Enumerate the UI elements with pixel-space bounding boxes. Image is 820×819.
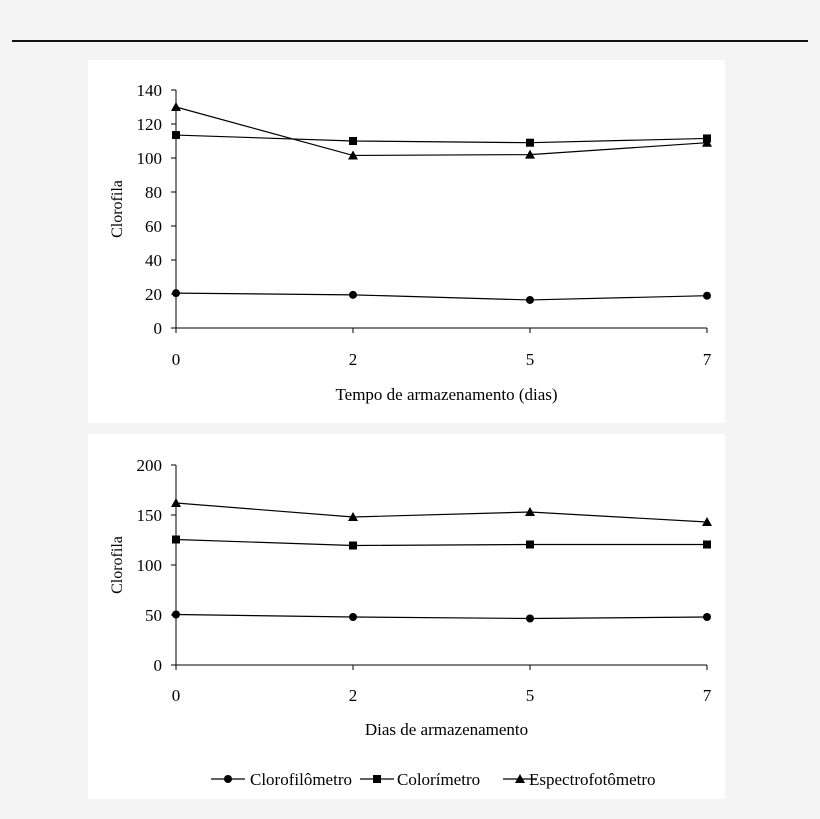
data-point-triangle — [348, 150, 358, 160]
chart-clorofila-tempo: 0 20 40 60 80 100 120 140 0 2 5 7 Tempo de armazenam… — [109, 81, 712, 404]
x-tick-label: 5 — [526, 350, 535, 369]
data-point-square — [703, 540, 711, 549]
x-tick-label: 0 — [172, 350, 181, 369]
y-axis-title: Clorofila — [109, 180, 126, 238]
y-tick-label: 50 — [145, 606, 162, 625]
y-tick-label: 80 — [145, 183, 162, 202]
data-point-square — [172, 535, 180, 544]
data-point-square — [349, 137, 357, 145]
series-line-triangle — [175, 502, 708, 523]
legend-label: Colorímetro — [397, 770, 480, 789]
data-point-triangle — [702, 137, 712, 147]
x-tick-label: 7 — [703, 350, 712, 369]
legend-marker-triangle — [515, 774, 525, 783]
data-point-triangle — [702, 517, 712, 526]
x-axis-title: Tempo de armazenamento (dias) — [335, 385, 557, 404]
top-horizontal-rule — [12, 40, 808, 42]
data-point-triangle — [171, 498, 181, 507]
data-point-circle — [526, 614, 534, 623]
data-point-circle — [703, 291, 711, 300]
y-tick-label: 40 — [145, 251, 162, 270]
data-point-circle — [703, 613, 711, 621]
legend-label: Clorofilômetro — [250, 770, 352, 789]
y-tick-label: 100 — [137, 149, 163, 168]
x-tick-label: 2 — [349, 686, 358, 705]
data-point-square — [526, 138, 534, 147]
series-line-circle — [175, 292, 708, 301]
x-axis-title: Dias de armazenamento — [365, 720, 528, 739]
data-point-square — [526, 540, 534, 549]
data-point-circle — [172, 289, 180, 298]
data-point-circle — [172, 610, 180, 619]
series-line-circle — [175, 613, 708, 620]
data-point-square — [172, 131, 180, 140]
series-line-square — [175, 538, 707, 547]
y-tick-label: 200 — [137, 456, 163, 475]
x-tick-label: 5 — [526, 686, 535, 705]
legend-label: Espectrofotômetro — [529, 770, 656, 789]
y-tick-label: 120 — [137, 115, 163, 134]
data-point-circle — [349, 290, 357, 299]
data-point-circle — [526, 295, 534, 304]
series-line-square — [175, 134, 708, 144]
y-tick-label: 20 — [145, 285, 162, 304]
y-tick-label: 100 — [137, 556, 163, 575]
data-point-triangle — [525, 507, 535, 516]
x-tick-label: 7 — [703, 686, 712, 705]
y-tick-label: 0 — [154, 319, 163, 338]
data-point-square — [349, 541, 357, 550]
data-point-triangle — [525, 149, 535, 159]
series-line-triangle — [175, 106, 708, 157]
y-tick-label: 150 — [137, 506, 163, 525]
data-point-triangle — [171, 102, 181, 111]
x-tick-label: 2 — [349, 350, 358, 369]
data-point-circle — [349, 613, 357, 621]
legend: Clorofilômetro Colorímetro Espectrofotômet… — [211, 770, 656, 789]
data-point-triangle — [348, 512, 358, 521]
y-tick-label: 0 — [154, 656, 163, 675]
y-axis-title: Clorofila — [109, 536, 126, 594]
chart-clorofila-dias: 0 50 100 150 200 0 2 5 7 Dias de armazenamento Clo… — [109, 456, 712, 739]
chart-panel-bottom — [88, 434, 725, 799]
x-tick-label: 0 — [172, 686, 181, 705]
legend-marker-circle — [224, 775, 232, 783]
y-tick-label: 140 — [137, 81, 163, 100]
legend-marker-square — [373, 775, 381, 783]
y-tick-label: 60 — [145, 217, 162, 236]
chart-panel-top — [88, 60, 725, 423]
